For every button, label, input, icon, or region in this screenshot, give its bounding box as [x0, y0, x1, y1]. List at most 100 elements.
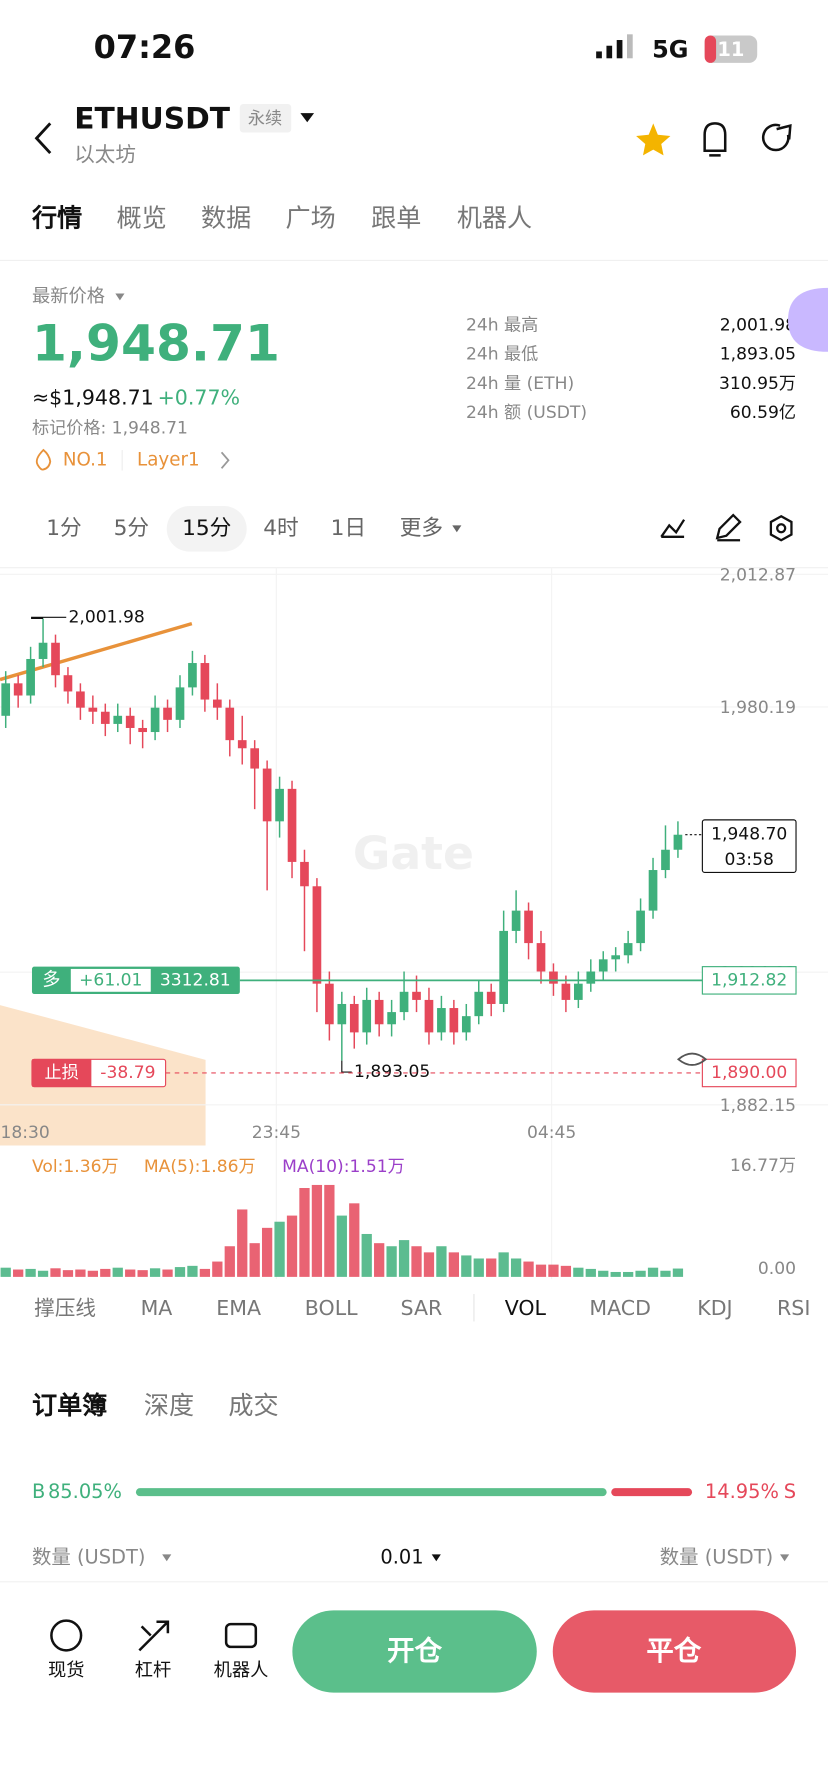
back[interactable] [34, 122, 52, 155]
position-pnl: +61.01 [79, 970, 142, 990]
nav-label[interactable]: 机器人 [214, 1660, 269, 1681]
ob-tab[interactable]: 深度 [144, 1391, 194, 1420]
volume-bar [523, 1261, 534, 1277]
volume-bar [286, 1215, 298, 1277]
open-label[interactable]: 开仓 [387, 1636, 442, 1667]
signal [596, 34, 633, 59]
ob-tab[interactable]: 订单簿 [32, 1391, 107, 1420]
stat-value: 60.59亿 [730, 403, 796, 423]
volume-bar [535, 1264, 547, 1277]
tab[interactable]: 广场 [286, 203, 336, 232]
indicator[interactable]: SAR [401, 1296, 443, 1320]
assistant-bubble[interactable] [788, 287, 828, 352]
volume-bar [261, 1227, 273, 1277]
indicator[interactable]: 撑压线 [34, 1296, 96, 1320]
candle-body [461, 1016, 471, 1033]
dropdown[interactable] [300, 113, 315, 123]
buy-bar [135, 1488, 607, 1497]
stop-label-box [31, 1059, 92, 1087]
rank[interactable]: NO.1 [63, 449, 108, 470]
candle-body [362, 999, 372, 1033]
interval[interactable]: 1分 [46, 516, 82, 541]
candle-body [387, 1012, 396, 1025]
change: +0.77% [158, 386, 241, 410]
volume-bar [647, 1267, 659, 1277]
candle-body [374, 999, 384, 1025]
contract-badge [239, 103, 292, 133]
clock: 07:26 [94, 28, 196, 66]
indicator[interactable]: MA [141, 1296, 173, 1320]
favorite[interactable] [636, 123, 671, 156]
volume-bar [0, 1267, 11, 1277]
indicator[interactable]: MACD [589, 1296, 651, 1320]
share[interactable] [761, 123, 792, 152]
close-button[interactable] [552, 1610, 797, 1693]
open-button[interactable] [292, 1610, 537, 1693]
candle-body [412, 991, 421, 1000]
volume-bar [585, 1268, 596, 1277]
stop-pnl: -38.79 [100, 1063, 155, 1083]
candle-body [100, 711, 110, 724]
tab[interactable]: 机器人 [457, 203, 532, 232]
y-tick-label: 1,980.19 [720, 698, 796, 718]
price-label: 最新价格 [32, 286, 105, 307]
volume-bar [573, 1267, 584, 1277]
spot-icon[interactable] [50, 1619, 83, 1652]
volume-bar [386, 1246, 397, 1277]
tab[interactable]: 数据 [201, 203, 251, 232]
stat-value: 2,001.98 [720, 316, 796, 336]
sector[interactable]: Layer1 [137, 449, 200, 470]
stat-label: 24h 最低 [466, 345, 538, 365]
candle-body [76, 691, 85, 708]
interval[interactable]: 5分 [114, 516, 150, 541]
bot-icon[interactable] [224, 1622, 258, 1649]
interval[interactable]: 15分 [182, 516, 231, 541]
alert[interactable] [703, 122, 727, 157]
step[interactable]: 0.01 [380, 1545, 423, 1568]
volume-bar [162, 1269, 173, 1277]
candle-body [150, 707, 160, 733]
indicator[interactable]: BOLL [305, 1296, 358, 1320]
volume-bar [374, 1243, 385, 1277]
qty-left[interactable]: 数量 (USDT) [32, 1545, 145, 1568]
vol-legend: MA(5):1.86万 [144, 1157, 256, 1177]
indicator[interactable]: VOL [505, 1296, 547, 1320]
symbol[interactable]: ETHUSDT [74, 101, 231, 136]
tab[interactable]: 行情 [31, 203, 82, 232]
candle-body [250, 748, 260, 769]
candle-body [661, 849, 670, 871]
nav-label[interactable]: 现货 [48, 1660, 85, 1681]
interval[interactable]: 更多 [400, 516, 443, 541]
tab[interactable]: 概览 [116, 203, 166, 232]
nav-label[interactable]: 杠杆 [135, 1660, 172, 1681]
draw-icon[interactable] [715, 513, 742, 542]
volume-bar [199, 1268, 211, 1277]
vol-legend: MA(10):1.51万 [282, 1157, 405, 1177]
eye-icon[interactable] [676, 1052, 708, 1066]
indicator-icon[interactable] [660, 519, 686, 538]
settings-icon[interactable] [769, 514, 793, 542]
candle-body [474, 991, 484, 1017]
settings-dot [776, 523, 787, 534]
ob-tab[interactable]: 成交 [228, 1391, 278, 1420]
candle-body [287, 788, 297, 862]
volume-bar [486, 1258, 497, 1277]
indicator[interactable]: KDJ [697, 1296, 732, 1320]
qty-right[interactable]: 数量 (USDT) [660, 1545, 773, 1568]
candle-body [536, 943, 546, 972]
volume-bar [510, 1258, 522, 1277]
margin-icon[interactable] [138, 1620, 170, 1652]
volume-bar [100, 1268, 111, 1277]
volume-bar [336, 1215, 347, 1277]
tab[interactable]: 跟单 [371, 203, 421, 232]
indicator[interactable]: EMA [216, 1296, 261, 1320]
sell-percent: 14.95% [705, 1480, 779, 1503]
volume-bar [498, 1252, 509, 1277]
interval[interactable]: 4时 [263, 516, 298, 541]
indicator[interactable]: RSI [777, 1296, 810, 1320]
volume-bar [149, 1268, 161, 1277]
candle-body [237, 740, 247, 749]
interval[interactable]: 1日 [331, 516, 366, 541]
low-label: 1,893.05 [354, 1062, 430, 1082]
close-label[interactable]: 平仓 [646, 1636, 701, 1667]
